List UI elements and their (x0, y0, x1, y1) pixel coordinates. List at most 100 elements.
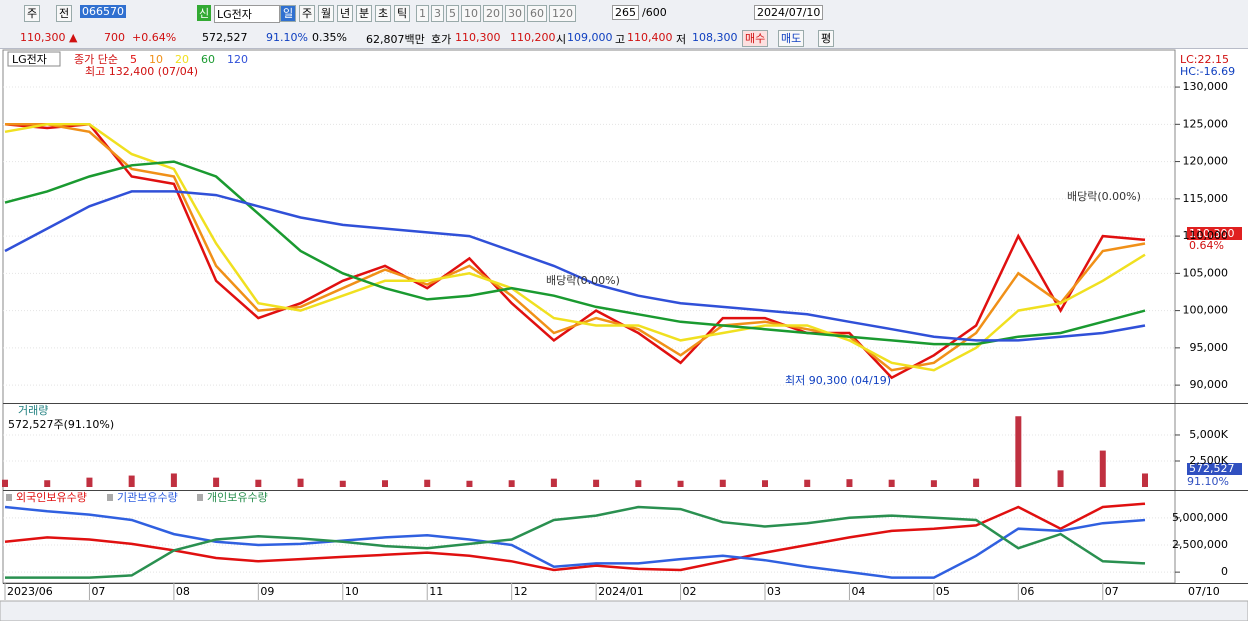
volume-subtitle: 572,527주(91.10%) (8, 418, 114, 431)
count[interactable]: 60 (527, 5, 547, 22)
name[interactable]: LG전자 (214, 5, 280, 23)
bars[interactable]: 265 (612, 5, 639, 20)
count[interactable]: 1 (416, 5, 429, 22)
quote-bar: 110,300 ▲ 700 +0.64% 572,527 91.10% 0.35… (0, 27, 1248, 49)
y-tick-label: 105,000 (1183, 266, 1229, 279)
last-pct: 0.64% (1189, 239, 1224, 252)
y-tick-label: 2,500K (1189, 454, 1228, 467)
last-price-box (1187, 227, 1242, 240)
series-line (4, 502, 1146, 572)
plot-frame (2, 49, 1176, 584)
legend-entry: 기관보유수량 (117, 491, 178, 504)
interval[interactable]: 주 (299, 5, 316, 22)
annotation: 최고 132,400 (07/04) (85, 65, 198, 78)
count[interactable]: 5 (446, 5, 459, 22)
last-price: 110,300 (1189, 227, 1235, 240)
x-tick-label: 11 (429, 585, 443, 598)
legend-entry: 120 (227, 53, 248, 66)
volume-bar (1099, 450, 1106, 487)
y-tick-label: 5,000K (1189, 428, 1228, 441)
y-tick-label: 130,000 (1183, 80, 1229, 93)
volume-bar (888, 479, 895, 487)
interval[interactable]: 분 (356, 5, 373, 22)
volume-bar (128, 475, 135, 487)
x-tick-label: 04 (851, 585, 865, 598)
legend-entry: 20 (175, 53, 189, 66)
max-bars: /600 (642, 6, 667, 19)
x-tick-label: 07 (1105, 585, 1119, 598)
x-tick-label: 2024/01 (598, 585, 644, 598)
sell[interactable]: 매도 (778, 30, 805, 47)
count[interactable]: 120 (549, 5, 576, 22)
buy[interactable]: 매수 (742, 30, 769, 47)
x-tick-label: 2023/06 (7, 585, 53, 598)
code[interactable]: 066570 (80, 5, 126, 18)
interval[interactable]: 틱 (394, 5, 411, 22)
date[interactable]: 2024/07/10 (754, 5, 824, 20)
volume-bar (2, 479, 8, 487)
volume-bar (593, 479, 600, 487)
y-tick-label: 120,000 (1183, 155, 1229, 168)
x-tick-label: 05 (936, 585, 950, 598)
count[interactable]: 30 (505, 5, 525, 22)
y-tick-label: 90,000 (1190, 378, 1229, 391)
volume-bar (424, 479, 431, 487)
count[interactable]: 10 (461, 5, 481, 22)
y-tick-label: 2,500,000 (1172, 538, 1228, 551)
volume-bar (804, 479, 811, 487)
last-volume: 572,527 (1189, 462, 1235, 475)
ask: 110,300 (455, 31, 501, 44)
annotation: 배당락(0.00%) (1067, 190, 1141, 203)
badge[interactable]: 신 (197, 5, 212, 21)
count[interactable]: 20 (483, 5, 503, 22)
legend-entry: 외국인보유수량 (16, 491, 87, 504)
y-tick-label: 125,000 (1183, 117, 1229, 130)
low-label: 저 (676, 33, 687, 46)
prev[interactable]: 전 (56, 5, 73, 22)
legend-swatch (107, 494, 113, 501)
last-volume-box (1187, 463, 1242, 475)
interval[interactable]: 년 (337, 5, 354, 22)
interval[interactable]: 초 (375, 5, 392, 22)
legend-entry: 10 (149, 53, 163, 66)
change: 700 (104, 31, 125, 44)
volume-bar (170, 473, 177, 487)
volume-bar (255, 479, 262, 487)
x-tick-label: 08 (176, 585, 190, 598)
annotation: 최저 90,300 (04/19) (785, 374, 891, 387)
volume-bar (508, 480, 515, 487)
count[interactable]: 3 (431, 5, 444, 22)
chart-title: LG전자 (12, 53, 47, 66)
bid: 110,200 (510, 31, 556, 44)
volume-bar (677, 480, 684, 487)
high-label: 고 (615, 33, 626, 46)
legend-entry: 개인보유수량 (207, 491, 268, 504)
open: 109,000 (567, 31, 613, 44)
y-tick-label: 100,000 (1183, 304, 1229, 317)
low: 108,300 (692, 31, 738, 44)
scrollbar[interactable] (0, 600, 1248, 621)
open-label: 시 (556, 33, 567, 46)
y-tick-label: 95,000 (1190, 341, 1229, 354)
high: 110,400 (627, 31, 673, 44)
volume-bar (973, 478, 980, 487)
avg[interactable]: 평 (818, 30, 835, 47)
y-tick-label: 115,000 (1183, 192, 1229, 205)
volume-bar (44, 480, 51, 487)
volume-bar (339, 480, 346, 487)
lc: LC:22.15 (1180, 53, 1229, 66)
period[interactable]: 주 (24, 5, 41, 22)
series-line (5, 505, 1146, 579)
x-tick-label: 06 (1020, 585, 1034, 598)
volume-bar (1015, 416, 1022, 487)
x-tick-label: 10 (345, 585, 359, 598)
interval[interactable]: 일 (280, 5, 297, 22)
volume-ratio: 91.10% (266, 31, 308, 44)
y-tick-label: 110,000 (1183, 229, 1229, 242)
amount: 62,807백만 (366, 33, 425, 46)
legend-entry: 5 (130, 53, 137, 66)
series-line (4, 123, 1146, 372)
interval[interactable]: 월 (318, 5, 335, 22)
